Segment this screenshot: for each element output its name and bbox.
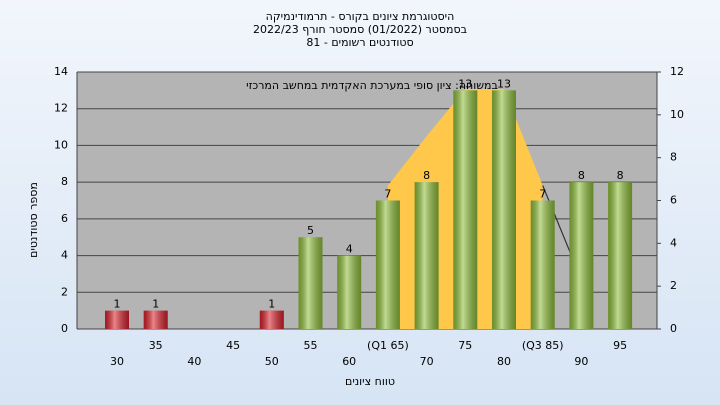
y-tick-label: 12	[54, 102, 68, 115]
y-tick-label: 6	[61, 212, 68, 225]
value-label: 1	[114, 298, 121, 311]
y-tick-label: 10	[54, 138, 68, 151]
x-tick-label: (Q3 85)	[522, 339, 564, 352]
bar-shade	[453, 90, 478, 329]
chart-subtitle: בסמסטר (01/2022) סמסטר חורף 2022/23	[253, 23, 467, 36]
bar-shade	[414, 182, 439, 329]
y2-tick-label: 0	[670, 322, 677, 335]
plot-area	[77, 72, 657, 329]
x-tick-label: (Q1 65)	[367, 339, 409, 352]
bar-shade	[569, 182, 594, 329]
value-label: 4	[346, 243, 353, 256]
x-tick-label: 35	[149, 339, 163, 352]
x-tick-label: 75	[458, 339, 472, 352]
x-tick-label: 45	[226, 339, 240, 352]
y-axis-label: מספר סטודנטים	[27, 182, 40, 258]
y-tick-label: 2	[61, 285, 68, 298]
y2-tick-label: 4	[670, 236, 677, 249]
y2-tick-label: 8	[670, 151, 677, 164]
bar-shade	[143, 310, 168, 329]
value-label: 7	[384, 188, 391, 201]
x-tick-label: 40	[187, 355, 201, 368]
x-axis-label: טווח ציונים	[345, 375, 395, 388]
y2-tick-label: 10	[670, 108, 684, 121]
bar-shade	[259, 310, 284, 329]
value-label: 8	[578, 169, 585, 182]
bar-shade	[337, 255, 362, 329]
x-tick-label: 90	[574, 355, 588, 368]
bar-shade	[492, 90, 516, 329]
value-label: 13	[458, 77, 472, 90]
bar-shade	[298, 237, 323, 329]
y2-tick-label: 6	[670, 194, 677, 207]
x-tick-label: 55	[304, 339, 318, 352]
chart-title: היסטוגרמת ציונים בקורס - תרמודינמיקה	[266, 10, 455, 23]
value-label: 8	[617, 169, 624, 182]
x-tick-label: 80	[497, 355, 511, 368]
y-tick-label: 8	[61, 175, 68, 188]
y-tick-label: 4	[61, 249, 68, 262]
value-label: 1	[268, 298, 275, 311]
annotation: במשוחה: ציון סופי במערכת האקדמית במחשב ה…	[246, 79, 498, 92]
value-label: 8	[423, 169, 430, 182]
chart-subtitle: סטודנטים רשומים - 81	[306, 36, 413, 49]
x-tick-label: 60	[342, 355, 356, 368]
x-tick-label: 50	[265, 355, 279, 368]
x-tick-label: 95	[613, 339, 627, 352]
value-label: 13	[497, 77, 511, 90]
x-tick-label: 30	[110, 355, 124, 368]
y2-tick-label: 2	[670, 279, 677, 292]
value-label: 1	[152, 298, 159, 311]
x-tick-label: 70	[420, 355, 434, 368]
y2-tick-label: 12	[670, 65, 684, 78]
bar-shade	[375, 200, 400, 329]
bar-shade	[105, 310, 129, 329]
y-tick-label: 0	[61, 322, 68, 335]
value-label: 5	[307, 224, 314, 237]
bar-shade	[608, 182, 633, 329]
y-tick-label: 14	[54, 65, 68, 78]
bar-shade	[530, 200, 555, 329]
value-label: 7	[539, 188, 546, 201]
